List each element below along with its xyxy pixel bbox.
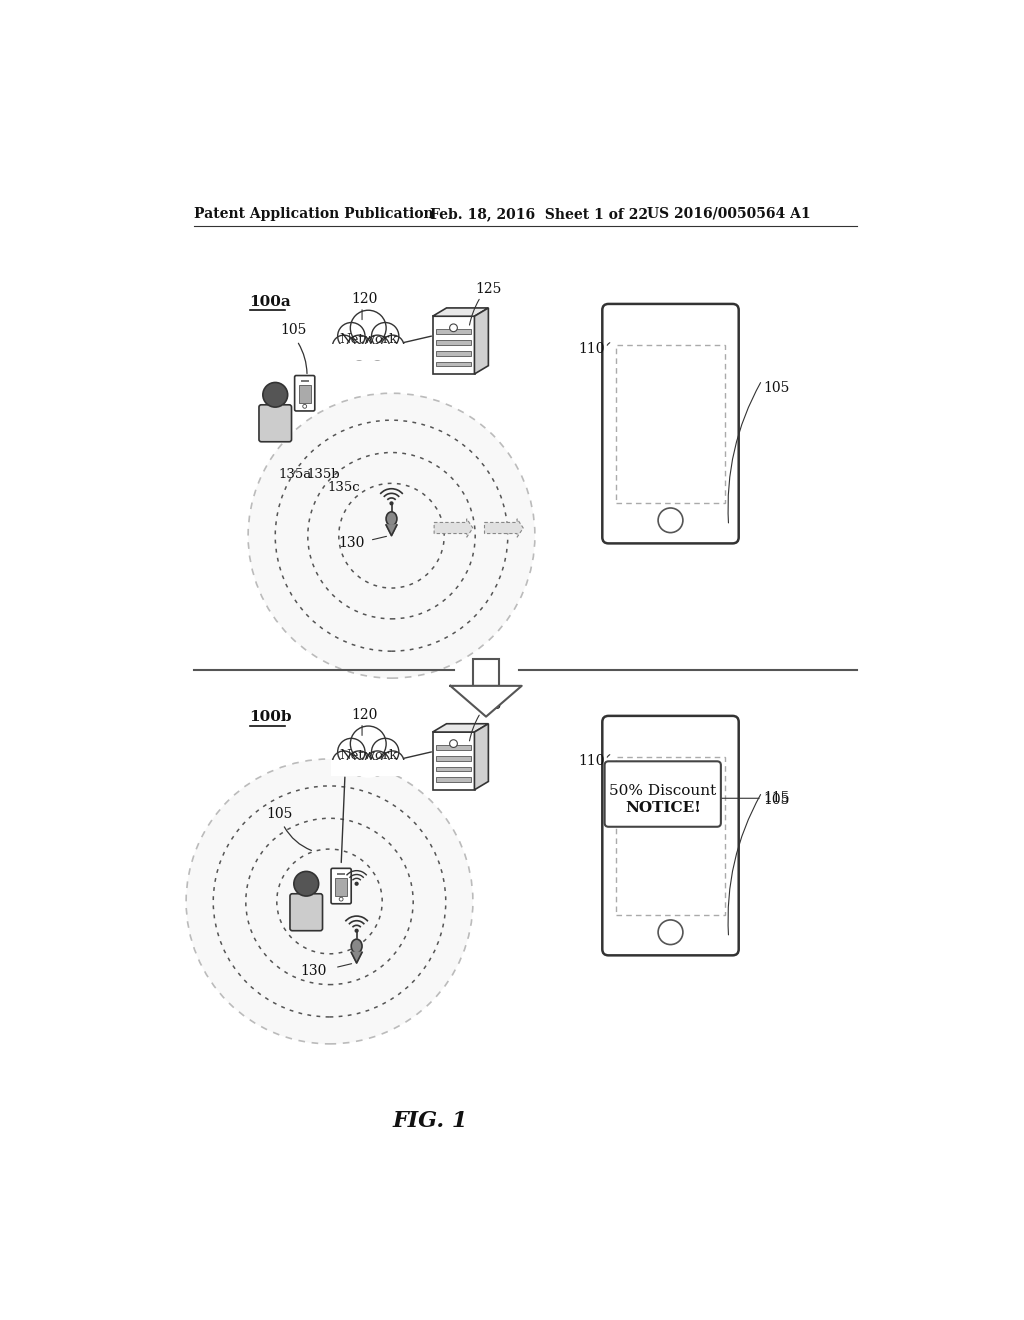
Text: Feb. 18, 2016  Sheet 1 of 22: Feb. 18, 2016 Sheet 1 of 22	[430, 207, 648, 220]
Circle shape	[365, 335, 390, 360]
Ellipse shape	[386, 512, 397, 525]
Text: 100a: 100a	[250, 294, 292, 309]
FancyBboxPatch shape	[331, 869, 351, 904]
Circle shape	[347, 751, 372, 776]
Text: FIG. 1: FIG. 1	[392, 1110, 468, 1133]
Circle shape	[658, 920, 683, 945]
Bar	[331, 760, 406, 776]
Text: 110: 110	[579, 342, 604, 356]
Text: 135b: 135b	[306, 467, 340, 480]
Polygon shape	[351, 952, 362, 964]
Bar	[436, 767, 471, 771]
Circle shape	[338, 322, 365, 350]
Circle shape	[345, 733, 391, 777]
Bar	[436, 351, 471, 355]
Bar	[436, 744, 471, 750]
Text: 135c: 135c	[327, 482, 359, 495]
Circle shape	[248, 393, 535, 678]
Text: NOTICE!: NOTICE!	[625, 801, 700, 816]
Polygon shape	[484, 519, 523, 537]
Circle shape	[372, 738, 398, 766]
Polygon shape	[434, 519, 473, 537]
Text: 105: 105	[764, 381, 790, 395]
Text: US 2016/0050564 A1: US 2016/0050564 A1	[647, 207, 811, 220]
Bar	[337, 873, 345, 875]
FancyBboxPatch shape	[295, 376, 314, 411]
Bar	[301, 380, 308, 381]
Bar	[335, 878, 347, 896]
Circle shape	[350, 310, 386, 346]
FancyBboxPatch shape	[259, 405, 292, 442]
Circle shape	[450, 739, 458, 747]
Text: 115: 115	[764, 791, 790, 805]
Text: Network: Network	[339, 748, 397, 762]
Bar	[436, 756, 471, 760]
Text: 105: 105	[280, 323, 306, 337]
Text: 125: 125	[475, 282, 502, 296]
Text: 120: 120	[351, 292, 378, 306]
Circle shape	[372, 322, 398, 350]
Polygon shape	[386, 525, 397, 536]
Text: 110: 110	[579, 754, 604, 768]
FancyBboxPatch shape	[602, 715, 738, 956]
Polygon shape	[474, 723, 488, 789]
Bar	[432, 733, 475, 789]
Circle shape	[350, 726, 386, 762]
Circle shape	[390, 502, 393, 504]
Ellipse shape	[351, 940, 362, 953]
Circle shape	[347, 335, 372, 360]
Text: 105: 105	[764, 793, 790, 807]
FancyBboxPatch shape	[602, 304, 738, 544]
Circle shape	[333, 335, 355, 358]
Bar	[267, 401, 283, 411]
Bar	[436, 362, 471, 367]
Circle shape	[345, 317, 391, 362]
Polygon shape	[432, 308, 488, 317]
Circle shape	[381, 335, 404, 358]
Circle shape	[365, 751, 390, 776]
Circle shape	[333, 751, 355, 774]
Text: 100b: 100b	[250, 710, 292, 725]
Circle shape	[450, 323, 458, 331]
Text: 125: 125	[475, 698, 502, 711]
Bar	[331, 345, 406, 360]
Bar	[436, 777, 471, 781]
Polygon shape	[451, 686, 521, 717]
Bar	[432, 317, 475, 374]
Polygon shape	[432, 723, 488, 733]
Circle shape	[339, 898, 343, 902]
Text: Network: Network	[339, 333, 397, 346]
Circle shape	[355, 929, 358, 932]
Bar	[299, 385, 311, 404]
Circle shape	[263, 383, 288, 407]
Circle shape	[294, 871, 318, 896]
Circle shape	[355, 882, 358, 886]
Text: 50% Discount: 50% Discount	[609, 784, 717, 797]
Text: 135a: 135a	[278, 467, 311, 480]
Bar	[436, 341, 471, 345]
FancyBboxPatch shape	[604, 762, 721, 826]
Circle shape	[658, 508, 683, 533]
Bar	[436, 330, 471, 334]
Circle shape	[338, 738, 365, 766]
Circle shape	[381, 751, 404, 774]
Circle shape	[186, 759, 473, 1044]
Text: 105: 105	[266, 807, 292, 821]
Text: Patent Application Publication: Patent Application Publication	[194, 207, 433, 220]
Polygon shape	[474, 308, 488, 374]
Circle shape	[303, 404, 306, 408]
FancyBboxPatch shape	[290, 894, 323, 931]
Bar	[616, 345, 725, 503]
Text: 130: 130	[301, 964, 328, 978]
Text: 120: 120	[351, 708, 378, 722]
Bar	[473, 659, 500, 686]
Bar	[299, 890, 314, 899]
Text: 130: 130	[338, 536, 365, 550]
Bar	[616, 756, 725, 915]
